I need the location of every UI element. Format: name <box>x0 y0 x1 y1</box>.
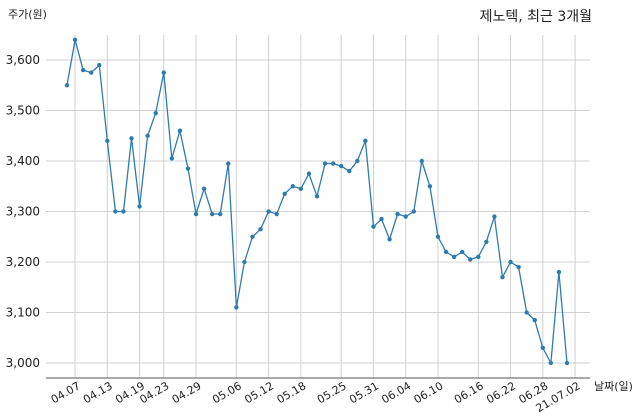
price-point <box>201 186 207 191</box>
price-point <box>193 211 199 217</box>
price-point <box>209 211 215 217</box>
price-point <box>355 158 360 164</box>
price-point <box>532 317 537 323</box>
price-point <box>88 70 94 75</box>
chart-title: 제노텍, 최근 3개월 <box>479 9 592 25</box>
price-point <box>314 194 320 199</box>
price-point <box>290 184 296 189</box>
price-point <box>129 136 134 141</box>
price-point <box>242 259 247 265</box>
y-tick-label: 3,300 <box>6 205 40 219</box>
price-point <box>97 62 102 68</box>
price-point <box>169 156 175 161</box>
price-point <box>556 269 562 275</box>
price-point <box>443 249 449 255</box>
y-tick-label: 3,500 <box>6 104 40 118</box>
price-point <box>113 209 118 214</box>
price-point <box>137 204 142 209</box>
price-point <box>508 259 513 265</box>
price-point <box>161 70 166 75</box>
price-point <box>500 274 505 280</box>
price-point <box>492 214 497 219</box>
y-tick-label: 3,200 <box>6 255 40 269</box>
y-tick-label: 3,000 <box>6 356 40 370</box>
price-point <box>363 138 368 143</box>
price-point <box>234 305 239 310</box>
price-point <box>451 254 457 260</box>
x-tick-label: 06.16 <box>452 379 486 406</box>
price-point <box>266 209 271 214</box>
price-point <box>476 254 481 260</box>
y-tick-label: 3,400 <box>6 154 40 168</box>
price-point <box>322 161 328 166</box>
price-point <box>250 234 255 239</box>
price-point <box>80 67 86 73</box>
price-point <box>330 161 336 166</box>
price-point <box>274 211 279 217</box>
price-point <box>395 211 400 217</box>
price-point <box>516 264 521 270</box>
price-point <box>153 110 158 116</box>
price-point <box>282 191 287 197</box>
x-tick-label: 06.04 <box>379 379 413 406</box>
price-point <box>145 133 150 138</box>
x-tick-label: 04.29 <box>170 379 204 406</box>
price-point <box>468 257 473 262</box>
x-tick-label: 06.10 <box>412 379 446 406</box>
price-point <box>185 166 191 171</box>
price-point <box>64 83 70 88</box>
price-point <box>564 360 570 366</box>
price-point <box>218 211 223 217</box>
price-point <box>298 186 304 191</box>
x-axis-label: 날짜(일) <box>594 380 633 393</box>
x-tick-label: 04.13 <box>81 379 115 406</box>
y-axis-label: 주가(원) <box>8 8 47 21</box>
price-point <box>379 216 384 222</box>
price-point <box>177 128 183 133</box>
price-series-line <box>66 39 568 366</box>
price-point <box>226 161 231 166</box>
price-point <box>524 310 529 315</box>
price-point <box>338 163 344 169</box>
x-tick-label: 04.07 <box>49 379 83 406</box>
y-tick-label: 3,600 <box>6 53 40 67</box>
price-point <box>435 234 441 239</box>
price-point <box>540 345 546 351</box>
price-point <box>121 209 126 214</box>
price-point <box>258 226 263 232</box>
y-tick-label: 3,100 <box>6 306 40 320</box>
price-point <box>387 237 392 242</box>
price-point <box>419 158 425 164</box>
price-point <box>371 224 376 229</box>
price-point <box>411 209 416 214</box>
price-point <box>105 138 110 143</box>
price-point <box>347 168 352 174</box>
price-point <box>484 239 489 244</box>
x-tick-label: 05.31 <box>347 379 381 406</box>
price-point <box>548 360 554 366</box>
price-point <box>403 214 408 219</box>
price-point <box>306 171 312 176</box>
price-point <box>72 37 78 42</box>
price-point <box>427 184 433 189</box>
x-tick-label: 05.12 <box>242 379 276 406</box>
x-tick-label: 05.18 <box>275 379 309 406</box>
price-point <box>459 249 465 255</box>
x-tick-label: 06.22 <box>484 379 518 406</box>
x-tick-label: 05.25 <box>315 379 349 406</box>
x-tick-label: 05.06 <box>210 379 244 406</box>
